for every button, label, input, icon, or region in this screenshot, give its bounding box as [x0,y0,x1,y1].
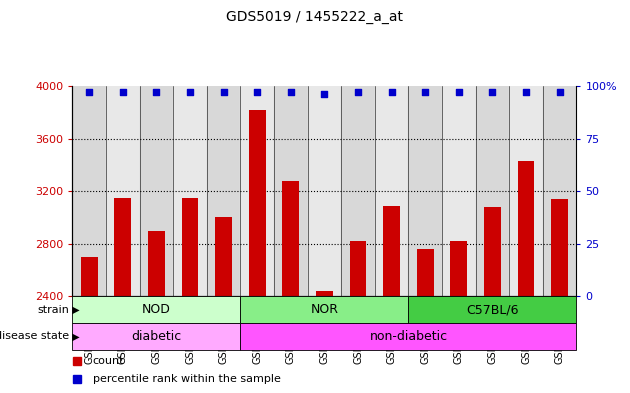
Text: strain: strain [37,305,69,315]
Point [554,89,564,95]
Text: NOD: NOD [142,303,171,316]
Point [185,89,195,95]
Point [319,91,329,97]
Point [219,89,229,95]
Bar [450,241,467,296]
Bar [81,257,98,296]
Bar [241,323,576,350]
Bar [215,217,232,296]
Point [252,89,262,95]
Bar [148,231,165,296]
Bar [417,249,433,296]
Bar [72,296,241,323]
Bar [241,86,274,296]
Text: ▶: ▶ [69,331,80,342]
Bar [106,86,140,296]
Text: non-diabetic: non-diabetic [369,330,447,343]
Bar [484,207,501,296]
Bar [375,86,408,296]
Bar [383,206,400,296]
Point [151,89,161,95]
Bar [476,86,509,296]
Bar [442,86,476,296]
Bar [350,241,367,296]
Text: GDS5019 / 1455222_a_at: GDS5019 / 1455222_a_at [227,10,403,24]
Point [387,89,397,95]
Bar [274,86,307,296]
Bar [181,198,198,296]
Bar [408,86,442,296]
Bar [408,296,576,323]
Point [84,89,94,95]
Bar [509,86,543,296]
Bar [140,86,173,296]
Point [420,89,430,95]
Text: count: count [93,356,124,366]
Text: diabetic: diabetic [131,330,181,343]
Text: NOR: NOR [311,303,338,316]
Bar [341,86,375,296]
Point [521,89,531,95]
Point [454,89,464,95]
Bar [282,181,299,296]
Text: disease state: disease state [0,331,69,342]
Bar [173,86,207,296]
Bar [249,110,266,296]
Bar [241,296,408,323]
Point [118,89,128,95]
Bar [518,161,534,296]
Bar [307,86,341,296]
Bar [72,323,241,350]
Bar [207,86,241,296]
Text: ▶: ▶ [69,305,80,315]
Bar [316,291,333,296]
Bar [551,199,568,296]
Text: percentile rank within the sample: percentile rank within the sample [93,374,280,384]
Bar [543,86,576,296]
Point [488,89,498,95]
Text: C57BL/6: C57BL/6 [466,303,518,316]
Bar [115,198,131,296]
Bar [72,86,106,296]
Point [353,89,363,95]
Point [286,89,296,95]
